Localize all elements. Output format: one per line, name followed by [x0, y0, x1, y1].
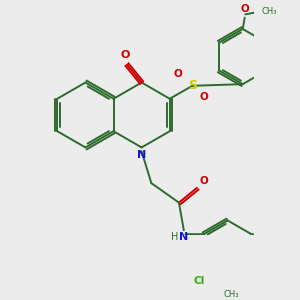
Text: H: H — [171, 232, 178, 242]
Text: O: O — [200, 92, 208, 102]
Text: CH₃: CH₃ — [262, 7, 277, 16]
Text: O: O — [200, 176, 208, 186]
Text: S: S — [189, 79, 198, 92]
Text: O: O — [241, 4, 250, 14]
Text: N: N — [137, 150, 146, 160]
Text: Cl: Cl — [193, 277, 205, 286]
Text: N: N — [179, 232, 188, 242]
Text: O: O — [173, 69, 182, 80]
Text: O: O — [121, 50, 130, 61]
Text: CH₃: CH₃ — [223, 290, 238, 299]
